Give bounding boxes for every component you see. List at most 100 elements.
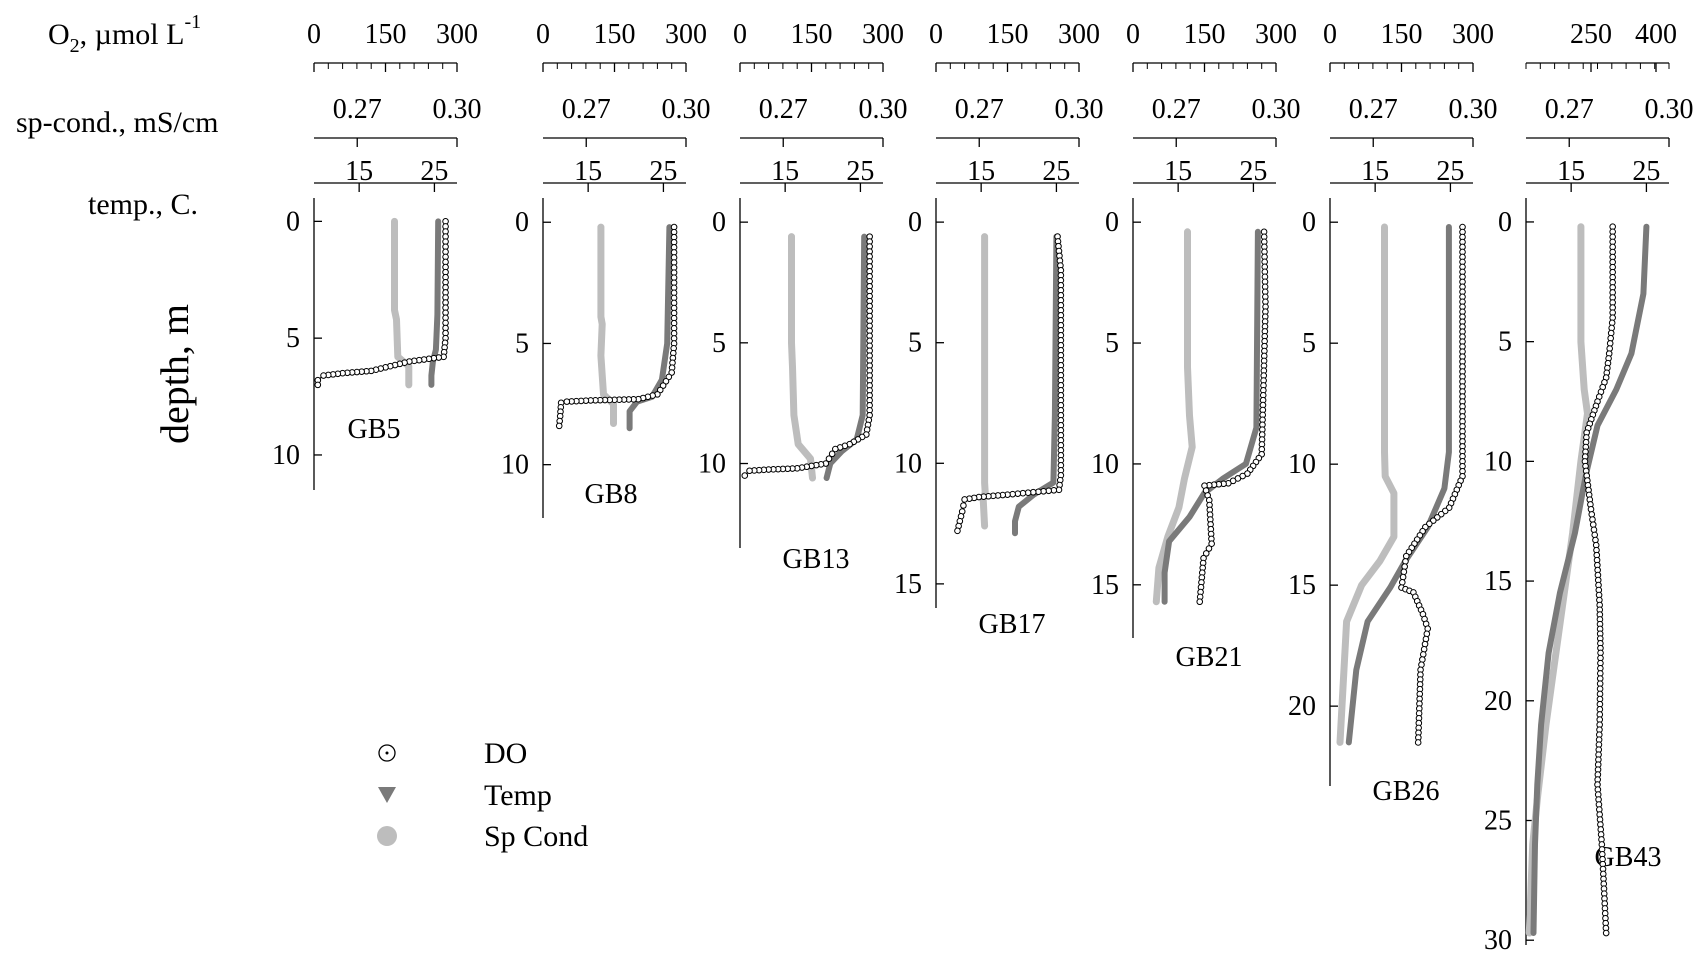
cond-axis-2: 0.27 0.30 — [740, 94, 908, 147]
temp-series — [1345, 224, 1452, 746]
cond-axis-5: 0.27 0.30 — [1330, 94, 1498, 147]
temp-series — [1530, 223, 1650, 936]
temp-tick-label: 15 — [1557, 156, 1585, 187]
cond-series — [597, 223, 617, 427]
o2-tick-label: 150 — [987, 19, 1029, 50]
cond-profile-line — [1152, 228, 1196, 606]
do-profile-line — [744, 236, 871, 477]
temp-axis-6: 15 25 — [1526, 156, 1669, 192]
cond-axis-0: 0.27 0.30 — [314, 94, 482, 147]
do-point — [1402, 558, 1409, 565]
do-point — [1414, 739, 1422, 746]
conductivity-axis-label: sp-cond., mS/cm — [16, 106, 219, 139]
temp-tick-label: 15 — [1164, 156, 1192, 187]
o2-tick-label: 0 — [1126, 19, 1140, 50]
temp-tick-label: 25 — [420, 156, 448, 187]
depth-tick-label: 0 — [515, 207, 529, 238]
do-point — [832, 445, 839, 453]
depth-tick-label: 30 — [1484, 925, 1512, 951]
panel-gb17: 0 5 10 15 GB17 — [894, 198, 1045, 640]
depth-tick-label: 5 — [515, 328, 529, 359]
do-point — [954, 527, 961, 535]
do-point — [1418, 661, 1425, 669]
do-point — [960, 502, 967, 509]
o2-tick-label: 300 — [1452, 19, 1494, 50]
panel-gb8: 0 5 10 GB8 — [501, 198, 637, 518]
depth-tick-label: 15 — [1091, 570, 1119, 601]
do-point — [1420, 645, 1428, 653]
o2-axis-5: 0 150 300 — [1323, 19, 1494, 72]
cond-tick-label: 0.27 — [333, 94, 382, 125]
o2-tick-label: 300 — [1058, 19, 1100, 50]
temp-axis-5: 15 25 — [1330, 156, 1473, 192]
depth-tick-label: 15 — [1288, 570, 1316, 601]
do-point — [1399, 573, 1407, 581]
cond-tick-label: 0.30 — [662, 94, 711, 125]
o2-tick-label: 150 — [1184, 19, 1226, 50]
cond-profile-line — [391, 217, 413, 389]
depth-tick-label: 10 — [698, 449, 726, 480]
temp-tick-label: 25 — [1239, 156, 1267, 187]
do-point — [1398, 579, 1406, 586]
legend-temp-marker — [378, 787, 396, 803]
do-point — [961, 496, 968, 503]
depth-tick-label: 20 — [1288, 691, 1316, 722]
temp-axis-3: 15 25 — [936, 156, 1079, 192]
o2-tick-label: 400 — [1635, 19, 1677, 50]
cond-profile-line — [1336, 223, 1398, 746]
do-point — [1205, 545, 1213, 552]
station-label: GB26 — [1373, 776, 1440, 807]
do-point — [1196, 598, 1204, 606]
temperature-axis-label: temp., C. — [88, 188, 198, 221]
o2-tick-label: 150 — [594, 19, 636, 50]
temp-tick-label: 15 — [574, 156, 602, 187]
cond-tick-label: 0.30 — [433, 94, 482, 125]
do-point — [563, 398, 571, 405]
depth-tick-label: 10 — [1288, 449, 1316, 480]
o2-tick-label: 250 — [1570, 19, 1612, 50]
o2-axis-label: O2, µmol L-1 — [48, 11, 201, 57]
do-point — [1419, 651, 1427, 658]
depth-tick-label: 0 — [1105, 207, 1119, 238]
do-point — [1602, 929, 1610, 937]
cond-tick-label: 0.27 — [1349, 94, 1398, 125]
o2-tick-label: 0 — [733, 19, 747, 50]
o2-tick-label: 150 — [365, 19, 407, 50]
o2-tick-label: 300 — [862, 19, 904, 50]
do-point — [741, 472, 749, 479]
cond-profile-line — [597, 223, 617, 427]
cond-tick-label: 0.30 — [1055, 94, 1104, 125]
depth-tick-label: 5 — [908, 328, 922, 359]
cond-series — [1336, 223, 1398, 746]
depth-tick-label: 10 — [1484, 446, 1512, 477]
o2-tick-label: 0 — [307, 19, 321, 50]
do-series — [954, 233, 1065, 535]
panel-gb21: 0 5 10 15 GB21 — [1091, 198, 1242, 673]
o2-tick-label: 150 — [791, 19, 833, 50]
do-series — [741, 233, 873, 479]
cond-axis-4: 0.27 0.30 — [1133, 94, 1301, 147]
depth-tick-label: 10 — [501, 450, 529, 481]
depth-tick-label: 5 — [1302, 328, 1316, 359]
do-point — [1202, 550, 1210, 557]
do-series — [314, 218, 449, 389]
cond-series — [391, 217, 413, 389]
cond-tick-label: 0.30 — [859, 94, 908, 125]
temp-axis-2: 15 25 — [740, 156, 883, 192]
panel-gb5: 0 5 10 GB5 — [272, 198, 400, 490]
legend-cond-marker — [377, 826, 397, 846]
depth-tick-label: 15 — [894, 569, 922, 600]
station-label: GB13 — [783, 544, 850, 575]
station-label: GB21 — [1176, 642, 1243, 673]
do-point — [828, 450, 836, 458]
cond-axis-3: 0.27 0.30 — [936, 94, 1104, 147]
do-point — [1421, 640, 1429, 648]
temp-tick-label: 25 — [846, 156, 874, 187]
do-series — [1196, 228, 1269, 606]
temp-axis-0: 15 25 — [314, 156, 457, 192]
o2-tick-label: 0 — [929, 19, 943, 50]
legend-do-marker-dot — [385, 751, 389, 755]
cond-series — [788, 233, 816, 482]
